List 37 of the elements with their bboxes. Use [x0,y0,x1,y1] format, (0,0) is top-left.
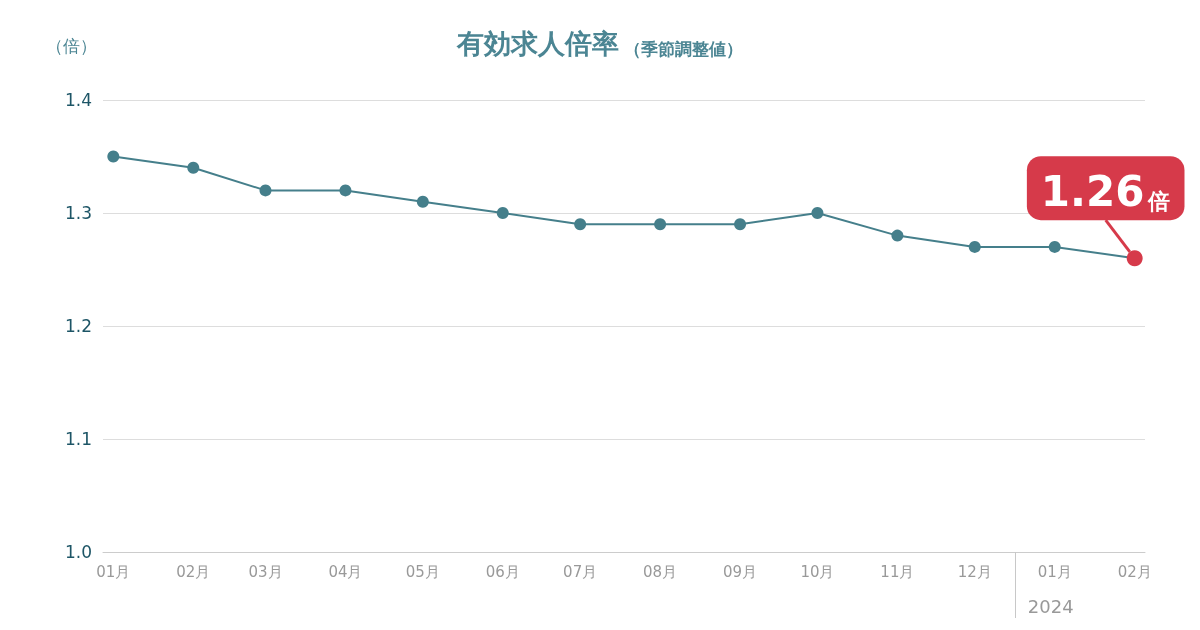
y-tick-label: 1.0 [64,542,92,562]
chart-subtitle: （季節調整値） [624,38,743,59]
x-tick-label: 02月 [1117,562,1152,581]
x-tick-label: 12月 [957,562,992,581]
y-tick-label: 1.4 [64,90,92,110]
y-tick-label: 1.1 [64,429,92,449]
x-tick-label: 02月 [176,562,211,581]
x-tick-label: 08月 [643,562,678,581]
text: 2024 [1027,595,1074,617]
y-tick-label: 1.2 [64,316,92,336]
x-tick-label: 11月 [880,562,915,581]
point [574,218,587,231]
x-tick-label: 09月 [723,562,758,581]
data-label: 1.26倍 [1040,166,1171,216]
point [416,195,429,208]
point [1048,240,1061,253]
x-tick-label: 10月 [800,562,835,581]
point [734,218,747,231]
point [968,240,981,253]
point [496,207,509,219]
chart-title: 有効求人倍率 [456,28,619,59]
point [811,207,824,219]
point [107,150,120,163]
point [654,218,667,231]
x-tick-label: 07月 [563,562,598,581]
y-tick-label: 1.3 [64,203,92,223]
point [891,229,904,242]
x-tick-label: 01月 [96,562,131,581]
point [259,184,272,197]
y-axis-title: （倍） [46,35,97,56]
x-tick-label: 01月 [1037,562,1072,581]
point [339,184,352,197]
point [187,161,200,174]
x-tick-label: 05月 [405,562,440,581]
x-tick-label: 03月 [248,562,283,581]
x-tick-label: 04月 [328,562,363,581]
x-tick-label: 06月 [485,562,520,581]
